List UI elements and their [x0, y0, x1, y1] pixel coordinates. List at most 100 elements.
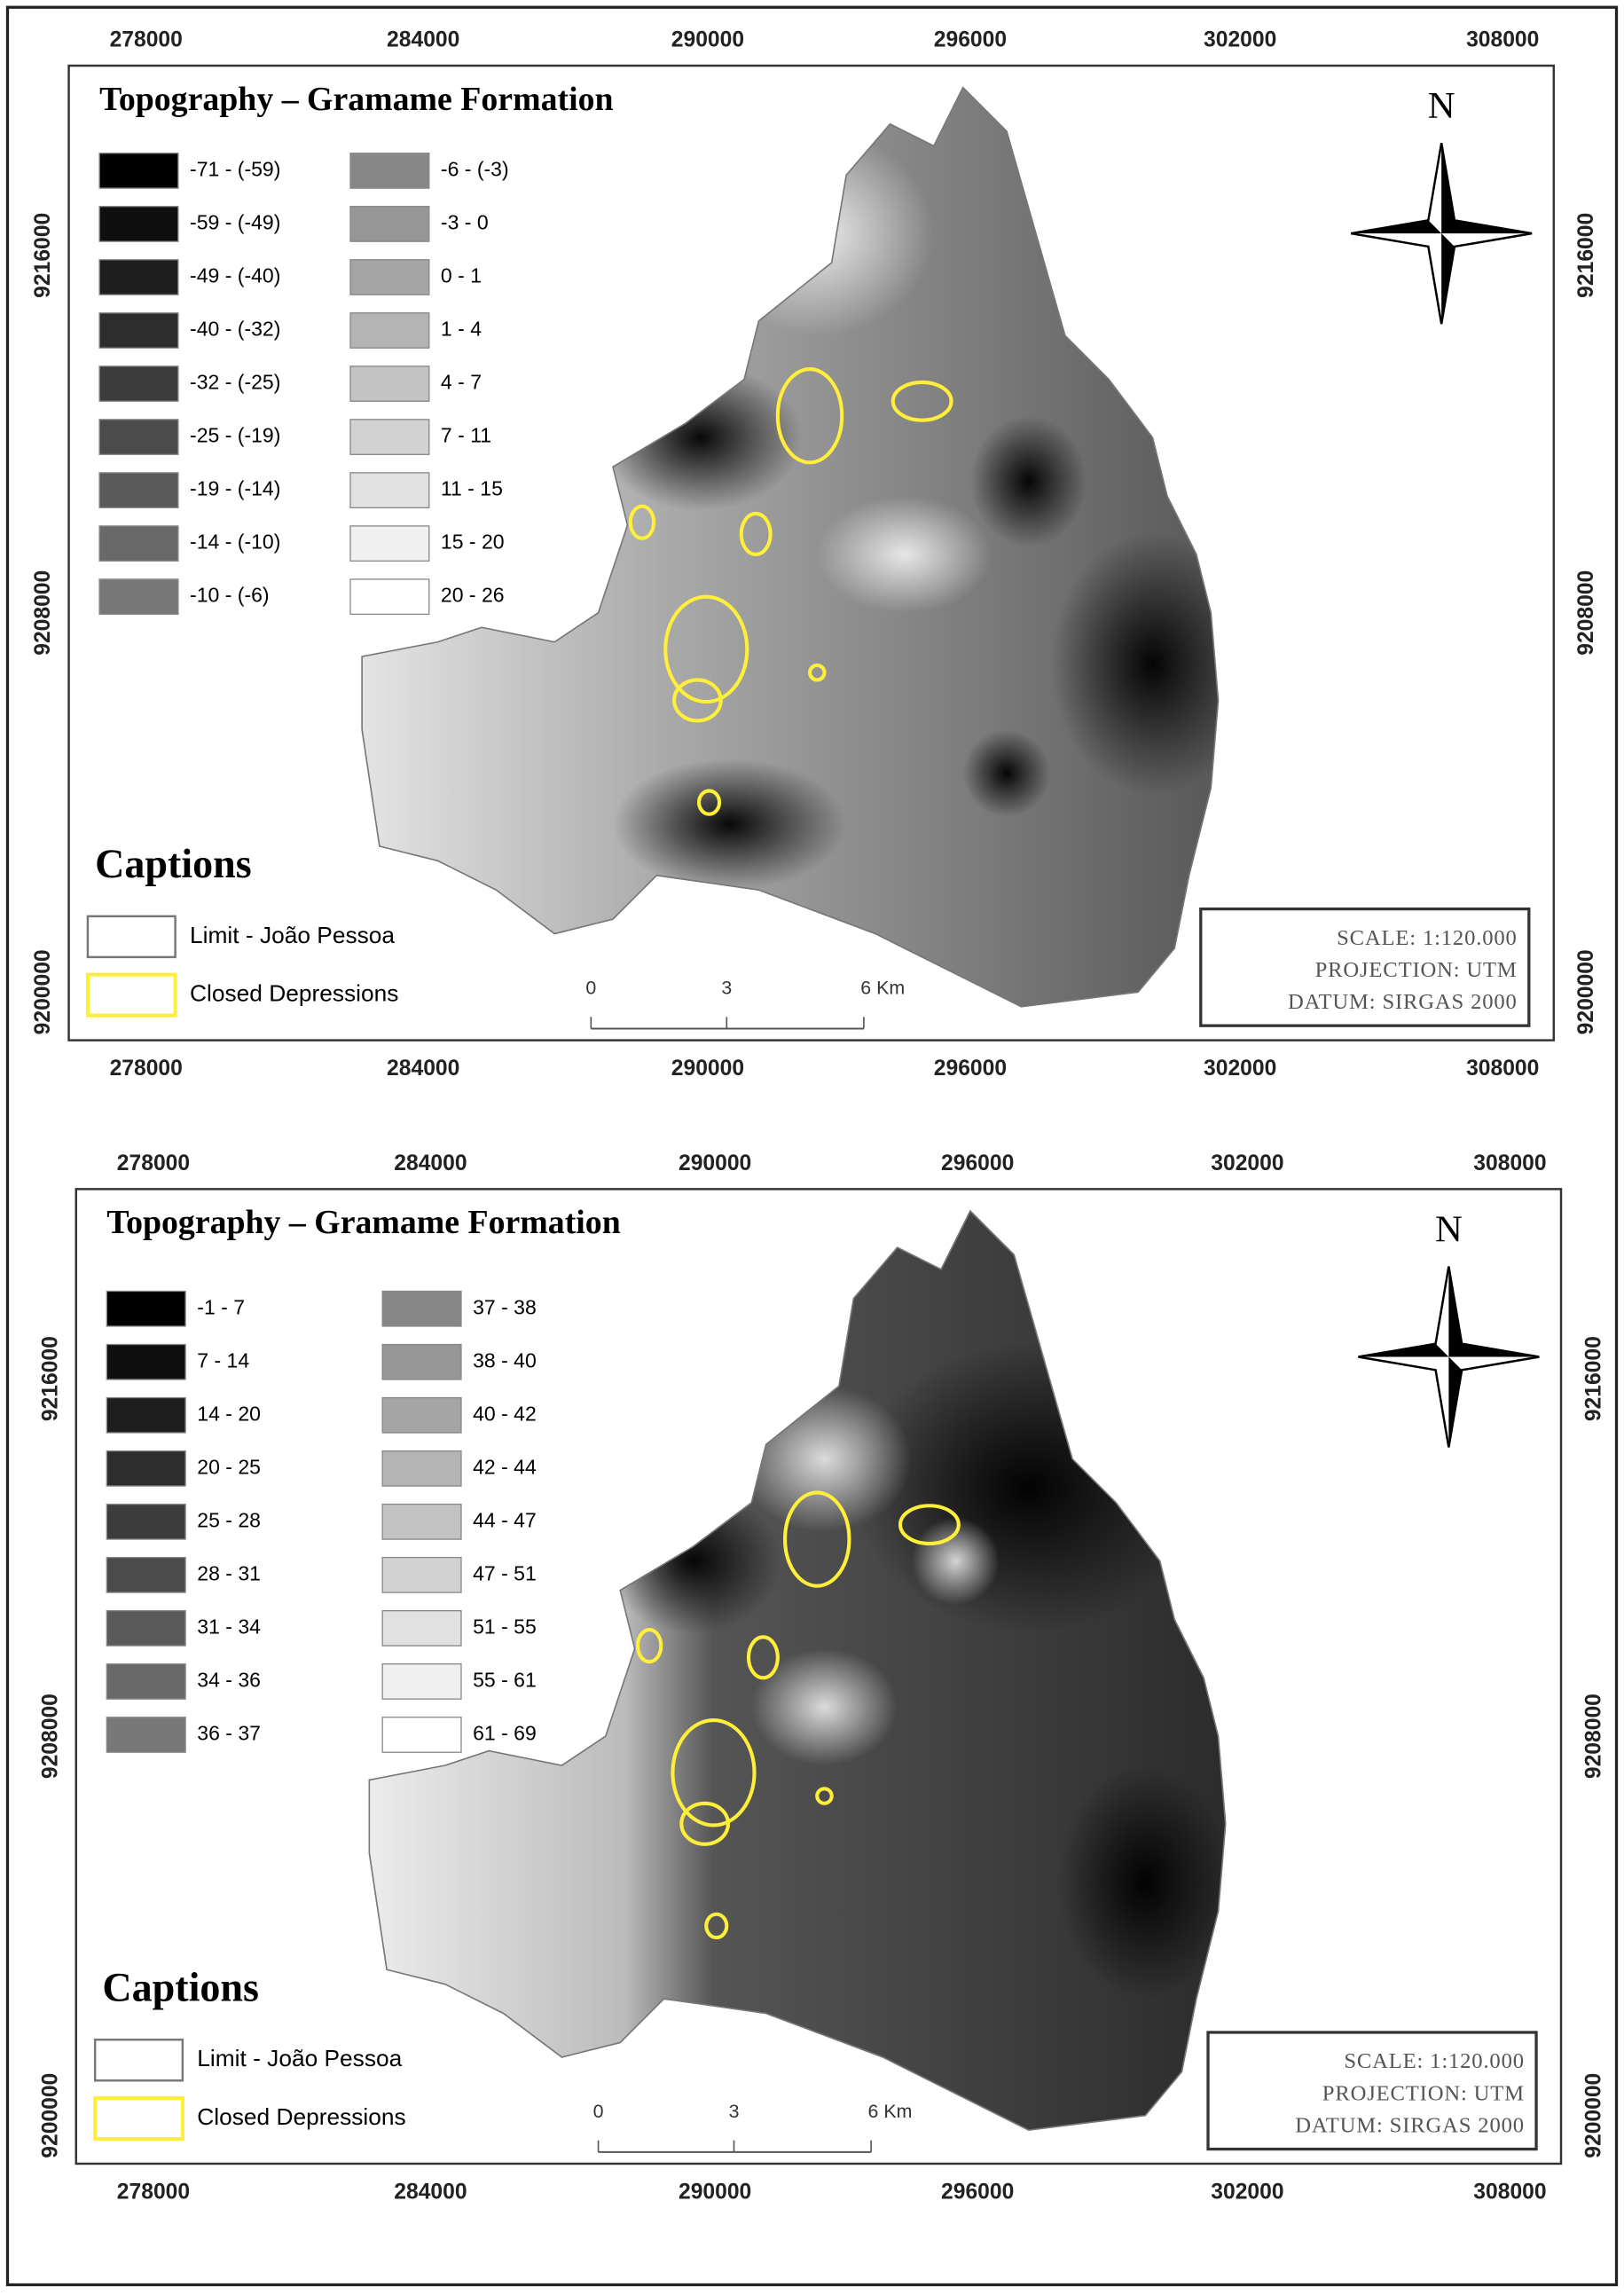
x-coord-label: 302000 [1211, 2180, 1283, 2204]
closed-depression [807, 663, 827, 682]
legend-swatch [381, 1610, 462, 1647]
caption-label: Closed Depressions [190, 980, 398, 1007]
x-coord-label: 278000 [117, 2180, 190, 2204]
caption-swatch [86, 915, 177, 959]
closed-depression [775, 367, 844, 465]
legend-label: -14 - (-10) [190, 531, 280, 554]
closed-depression [672, 678, 723, 723]
legend-label: -25 - (-19) [190, 424, 280, 447]
y-coord-label: 9216000 [1581, 1336, 1605, 1421]
surface-shade [598, 365, 803, 511]
surface-shade [912, 1517, 1000, 1606]
scale-label: 3 [721, 978, 732, 999]
x-coord-label: 278000 [110, 28, 183, 52]
legend-swatch [98, 525, 179, 562]
map-title: Topography – Gramame Formation [106, 1204, 620, 1241]
closed-depression [628, 504, 656, 540]
legend-label: 47 - 51 [473, 1561, 537, 1584]
legend-label: 7 - 14 [197, 1348, 249, 1371]
legend-label: 31 - 34 [197, 1615, 261, 1638]
legend-swatch [381, 1290, 462, 1327]
legend-swatch [349, 312, 430, 349]
legend-label: 34 - 36 [197, 1669, 261, 1692]
caption-label: Limit - João Pessoa [190, 922, 395, 948]
outer-border [5, 5, 1619, 2287]
x-coord-label: 284000 [394, 1151, 467, 1175]
y-coord-label: 9200000 [31, 949, 55, 1034]
legend-label: -32 - (-25) [190, 371, 280, 394]
captions-title: Captions [95, 841, 252, 886]
closed-depression [696, 789, 722, 816]
north-arrow-shade [1358, 1266, 1540, 1448]
legend-label: 25 - 28 [197, 1508, 261, 1531]
y-coord-label: 9216000 [38, 1336, 62, 1421]
caption-label: Closed Depressions [197, 2103, 405, 2130]
limit-outline [361, 86, 1220, 1008]
y-coord-label: 9208000 [31, 570, 55, 656]
north-label: N [1435, 1209, 1463, 1251]
legend-swatch [106, 1290, 186, 1327]
north-arrow-shade [1351, 143, 1533, 325]
caption-swatch [93, 2038, 184, 2082]
map-frame [75, 1188, 1563, 2165]
info-line: DATUM: SIRGAS 2000 [1295, 2114, 1525, 2138]
closed-depression [890, 380, 953, 422]
legend-label: -71 - (-59) [190, 157, 280, 180]
closed-depression [739, 511, 773, 557]
x-coord-label: 308000 [1466, 1057, 1539, 1081]
map-frame [67, 64, 1556, 1041]
x-coord-label: 284000 [387, 28, 459, 52]
legend-swatch [349, 206, 430, 242]
x-coord-label: 278000 [117, 1151, 190, 1175]
map-panel: 278000 278000 284000 284000 290000 290000 2960… [38, 1151, 1605, 2204]
surface-shade [700, 131, 934, 336]
legend-label: 11 - 15 [441, 477, 503, 500]
scale-label: 0 [585, 978, 596, 999]
x-coord-label: 308000 [1473, 2180, 1546, 2204]
legend-label: 7 - 11 [441, 424, 491, 447]
info-line: DATUM: SIRGAS 2000 [1288, 990, 1518, 1014]
y-coord-label: 9208000 [1574, 570, 1598, 656]
legend-swatch [349, 259, 430, 295]
legend-label: 44 - 47 [473, 1508, 537, 1531]
legend-label: 15 - 20 [441, 531, 505, 554]
limit-outline [368, 1209, 1227, 2132]
legend-label: 14 - 20 [197, 1402, 261, 1425]
legend-swatch [106, 1556, 186, 1593]
legend-swatch [98, 419, 179, 455]
legend-label: -10 - (-6) [190, 584, 270, 607]
legend-label: 38 - 40 [473, 1348, 537, 1371]
x-coord-label: 290000 [671, 1057, 744, 1081]
legend-label: -59 - (-49) [190, 211, 280, 234]
caption-swatch [93, 2095, 184, 2142]
x-coord-label: 284000 [387, 1057, 459, 1081]
y-coord-label: 9208000 [38, 1694, 62, 1779]
info-line: SCALE: 1:120.000 [1337, 926, 1518, 950]
legend-swatch [98, 365, 179, 402]
legend-swatch [106, 1717, 186, 1753]
surface-shade [1057, 1765, 1226, 2000]
legend-swatch [98, 206, 179, 242]
x-coord-label: 302000 [1204, 1057, 1276, 1081]
legend-swatch [349, 578, 430, 616]
legend-swatch [381, 1343, 462, 1380]
surface-shade [969, 415, 1087, 547]
surface-shade [853, 1342, 1204, 1634]
north-label: N [1428, 85, 1455, 127]
legend-label: -1 - 7 [197, 1295, 245, 1318]
info-box [1206, 2031, 1538, 2151]
closed-depression [704, 1912, 729, 1940]
x-coord-label: 296000 [941, 1151, 1014, 1175]
x-coord-label: 296000 [934, 1057, 1007, 1081]
legend-swatch [98, 259, 179, 295]
surface-shade [1050, 532, 1219, 796]
captions-title: Captions [102, 1964, 259, 2009]
legend-label: 36 - 37 [197, 1722, 261, 1745]
closed-depression [783, 1490, 851, 1588]
legend-swatch [381, 1556, 462, 1593]
legend-swatch [106, 1663, 186, 1700]
legend-swatch [106, 1450, 186, 1487]
legend-label: 40 - 42 [473, 1402, 537, 1425]
legend-label: -49 - (-40) [190, 264, 280, 287]
legend-swatch [106, 1610, 186, 1647]
